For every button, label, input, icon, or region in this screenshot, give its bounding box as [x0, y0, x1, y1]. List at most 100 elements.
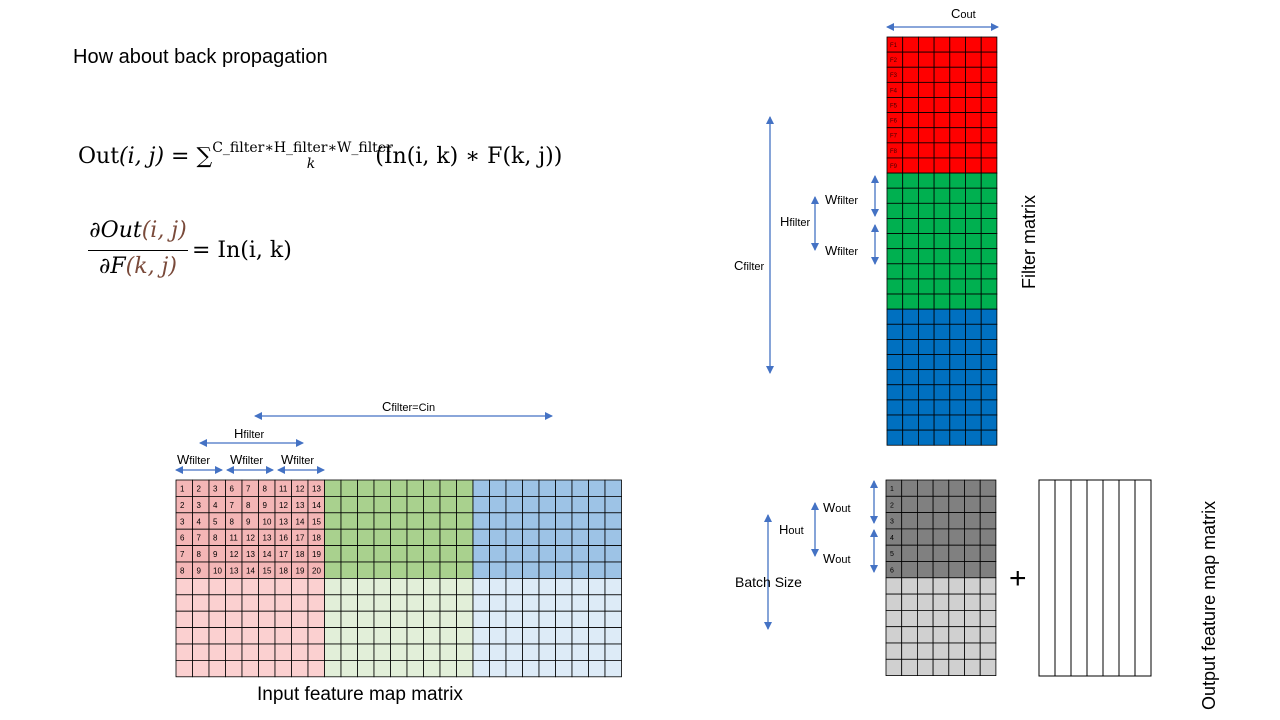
input-cell: [324, 495, 342, 514]
output-cell: [932, 512, 950, 530]
output-cell: [901, 610, 918, 628]
filter-cell: [902, 263, 919, 280]
input-cell: [505, 512, 523, 530]
filter-cell: [918, 338, 935, 355]
filter-cell: [980, 354, 998, 371]
input-cell: [225, 610, 243, 629]
input-cell: [208, 578, 226, 596]
input-cell-number: 12: [279, 501, 288, 510]
input-cell: [307, 660, 325, 678]
filter-wfilter-label-2: Wfilter: [825, 243, 859, 258]
filter-cell: [933, 293, 951, 310]
input-cell: [423, 660, 441, 678]
input-cell: [373, 594, 391, 612]
input-cell: [390, 495, 408, 514]
input-cell: [340, 512, 358, 530]
input-cell: [472, 545, 490, 563]
input-cell-number: 3: [197, 501, 202, 510]
filter-cell: [965, 172, 982, 189]
input-cell-number: 9: [197, 567, 202, 576]
output-cell: [979, 479, 997, 497]
filter-cell: [933, 338, 951, 355]
filter-cell: [933, 66, 951, 83]
output-cell: [932, 479, 950, 497]
input-cell-number: 8: [263, 485, 268, 494]
filter-cell: [886, 278, 904, 295]
input-cell: [538, 578, 556, 596]
input-cell-number: 8: [197, 550, 202, 559]
input-cell: [357, 495, 375, 514]
filter-hfilter-label: Hfilter: [780, 214, 811, 229]
filter-cell: [933, 384, 951, 401]
input-cell: [324, 594, 342, 612]
input-cell: [604, 660, 622, 678]
plus-sign: +: [1009, 562, 1027, 595]
output-cell: [979, 642, 997, 660]
input-cell: [340, 578, 358, 596]
forward-formula: Out(i, j) = ∑C_filter∗H_filter∗W_filterk…: [78, 140, 562, 172]
input-cell: [406, 594, 424, 612]
filter-wfilter-label-1: Wfilter: [825, 192, 859, 207]
output-cell: [964, 626, 981, 644]
filter-cell: [949, 263, 966, 280]
output-cell: [979, 658, 997, 676]
filter-cell: [980, 66, 998, 83]
filter-cell: [902, 142, 919, 159]
input-cell: [307, 578, 325, 596]
input-cell: [406, 578, 424, 596]
output-row-label: 2: [890, 502, 894, 509]
input-cell: [373, 495, 391, 514]
input-cell: [324, 627, 342, 645]
input-cell: [439, 495, 457, 514]
input-cell: [571, 495, 589, 514]
bias-matrix: [1038, 479, 1152, 677]
output-cell: [964, 610, 981, 628]
filter-cell: [965, 263, 982, 280]
output-cell: [948, 495, 965, 513]
filter-cell: [902, 127, 919, 144]
input-cell: [357, 512, 375, 530]
filter-cell: [980, 202, 998, 219]
filter-row-label: F2: [890, 58, 898, 64]
filter-cell: [965, 202, 982, 219]
filter-cell: [965, 142, 982, 159]
input-cell: [538, 594, 556, 612]
filter-cell: [933, 97, 951, 114]
output-cell: [948, 610, 965, 628]
output-cell: [948, 577, 965, 595]
input-cell: [489, 528, 507, 547]
input-cell: [456, 479, 474, 497]
input-cell: [472, 594, 490, 612]
filter-cell: [933, 248, 951, 265]
filter-cell: [965, 293, 982, 310]
formula-sum: = ∑: [164, 144, 213, 169]
input-cell: [489, 643, 507, 661]
filter-cell: [933, 233, 951, 250]
input-cell-number: 19: [296, 567, 305, 576]
output-cell: [932, 626, 950, 644]
input-cell: [291, 578, 309, 596]
input-cell: [324, 545, 342, 563]
output-cell: [885, 642, 903, 660]
filter-cell: [902, 414, 919, 431]
input-cell: [439, 512, 457, 530]
input-cell: [489, 578, 507, 596]
input-cell: [241, 594, 259, 612]
output-cell: [901, 544, 918, 562]
filter-cell: [933, 172, 951, 189]
input-wfilter-label-1: Wfilter: [177, 452, 211, 467]
input-cell: [604, 643, 622, 661]
input-cell: [340, 495, 358, 514]
input-cell: [192, 594, 210, 612]
input-cell-number: 8: [213, 534, 218, 543]
input-cell: [423, 627, 441, 645]
input-cell: [588, 495, 606, 514]
filter-cell: [886, 338, 904, 355]
input-cell: [571, 594, 589, 612]
input-cell: [357, 528, 375, 547]
input-cell: [588, 578, 606, 596]
filter-cell: [902, 354, 919, 371]
input-cell: [423, 495, 441, 514]
input-cell: [241, 643, 259, 661]
input-cell: [373, 545, 391, 563]
